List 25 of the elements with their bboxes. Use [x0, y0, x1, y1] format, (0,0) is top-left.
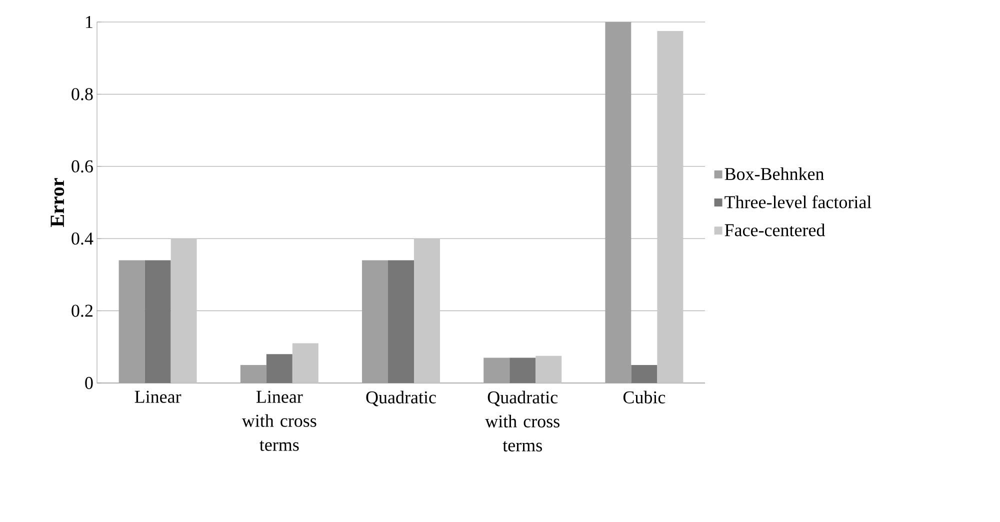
y-axis-title: Error	[50, 178, 64, 227]
y-tick-label: 0.6	[72, 160, 93, 173]
bar	[240, 364, 266, 383]
bar	[484, 358, 510, 383]
y-tick-label: 1	[86, 16, 92, 28]
x-tick-label: Quadratic with cross terms	[485, 390, 560, 452]
legend-label: Three-level factorial	[724, 195, 872, 208]
bar	[362, 260, 388, 383]
bar	[170, 238, 197, 383]
y-tick-label: 0.4	[72, 232, 94, 245]
bar	[118, 260, 145, 383]
x-tick-label: Quadratic	[366, 390, 436, 406]
bar	[414, 238, 440, 383]
x-tick-label: Cubic	[623, 390, 666, 404]
legend-label: Box-Behnken	[724, 167, 824, 180]
bar	[536, 356, 562, 383]
legend-label: Face-centered	[724, 224, 826, 236]
bar	[292, 343, 318, 383]
y-tick-label: 0.8	[72, 88, 93, 100]
x-tick-label: Linear	[134, 390, 182, 403]
y-tick-label: 0	[85, 376, 93, 390]
y-tick-label: 0.2	[72, 304, 92, 317]
x-tick-label: Linear with cross terms	[242, 390, 316, 451]
bar	[657, 31, 684, 383]
bar	[605, 22, 632, 383]
